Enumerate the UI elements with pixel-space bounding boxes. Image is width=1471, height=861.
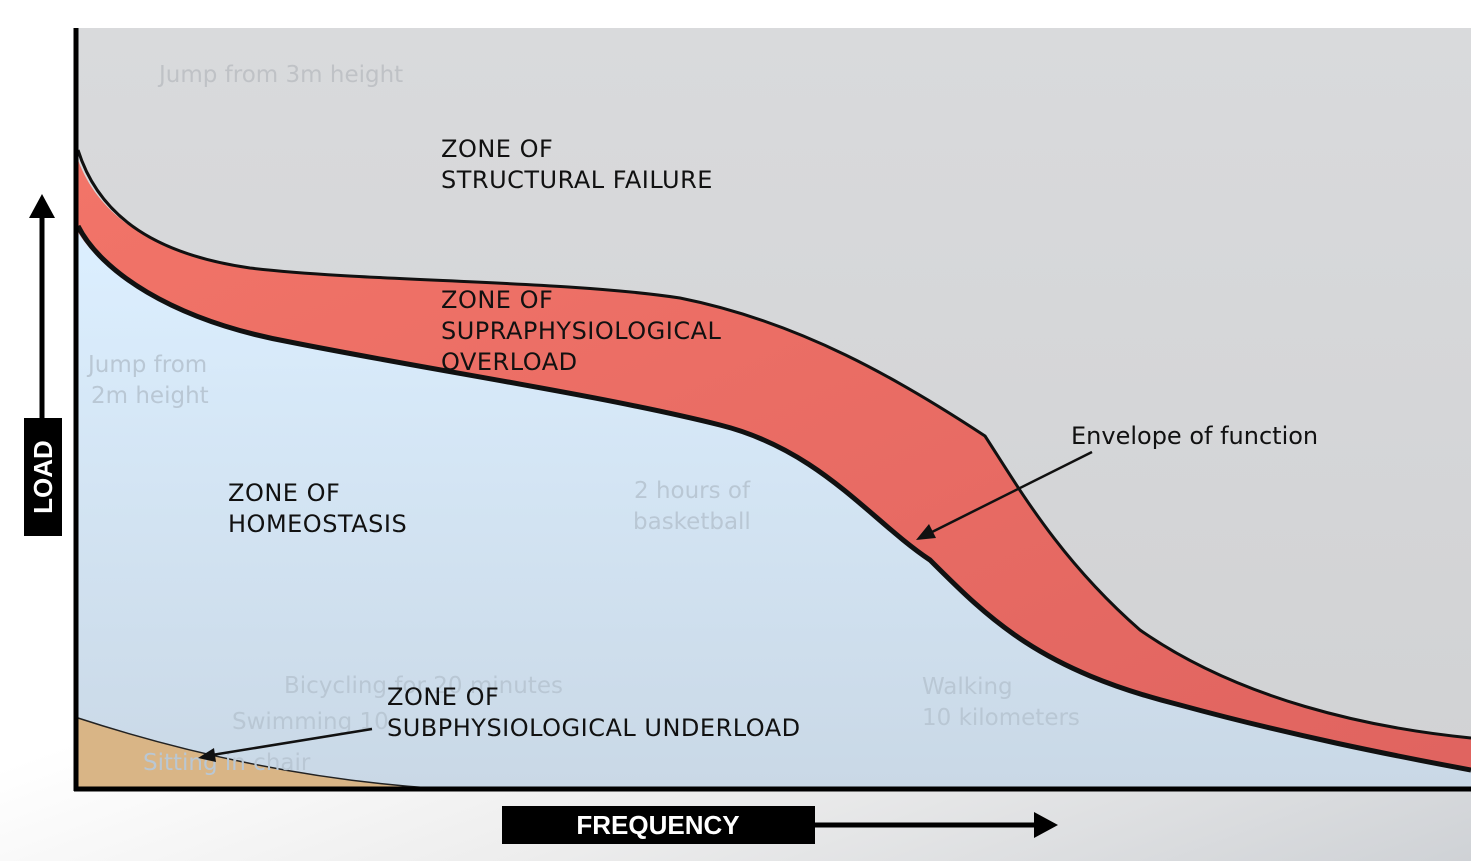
underload-zone (78, 718, 430, 788)
zone-structural-failure-line1: ZONE OF (441, 135, 553, 163)
underload-pointer-line (211, 727, 373, 757)
envelope-pointer-arrowhead (916, 524, 936, 540)
load-label-box (24, 418, 62, 536)
zone-subphysiological-line2: SUBPHYSIOLOGICAL UNDERLOAD (387, 714, 801, 742)
activity-jump-2m-line2: 2m height (91, 383, 209, 409)
upper-envelope-curve (76, 149, 1471, 740)
load-arrow-head (29, 194, 55, 218)
activity-walking-line2: 10 kilometers (922, 705, 1080, 731)
activity-bicycling: Bicycling for 20 minutes (284, 673, 563, 699)
zone-homeostasis-line2: HOMEOSTASIS (228, 510, 407, 538)
zone-supraphysiological-line2: SUPRAPHYSIOLOGICAL (441, 317, 722, 345)
envelope-pointer-line (929, 450, 1093, 535)
activity-basketball-line2: basketball (633, 509, 751, 535)
activity-jump-3m: Jump from 3m height (157, 62, 403, 88)
lower-envelope-curve (75, 224, 1471, 773)
activity-walking-line1: Walking (922, 674, 1013, 700)
homeostasis-zone (78, 232, 1471, 790)
load-label: LOAD (28, 440, 58, 514)
zone-structural-failure-line2: STRUCTURAL FAILURE (441, 166, 713, 194)
underload-pointer-arrowhead (198, 748, 216, 762)
zone-subphysiological-line1: ZONE OF (387, 683, 499, 711)
activity-basketball-line1: 2 hours of (634, 478, 751, 504)
zone-supraphysiological-line1: ZONE OF (441, 286, 553, 314)
frequency-label: FREQUENCY (576, 810, 739, 840)
activity-sitting: Sitting in chair (143, 750, 311, 776)
zone-supraphysiological-line3: OVERLOAD (441, 348, 578, 376)
activity-jump-2m-line1: Jump from (86, 352, 207, 378)
zone-homeostasis-line1: ZONE OF (228, 479, 340, 507)
underload-curve (77, 717, 431, 789)
frequency-label-box (502, 806, 815, 844)
frequency-arrow-head (1034, 812, 1058, 838)
overload-band (78, 160, 1471, 770)
envelope-of-function-label: Envelope of function (1071, 422, 1318, 450)
